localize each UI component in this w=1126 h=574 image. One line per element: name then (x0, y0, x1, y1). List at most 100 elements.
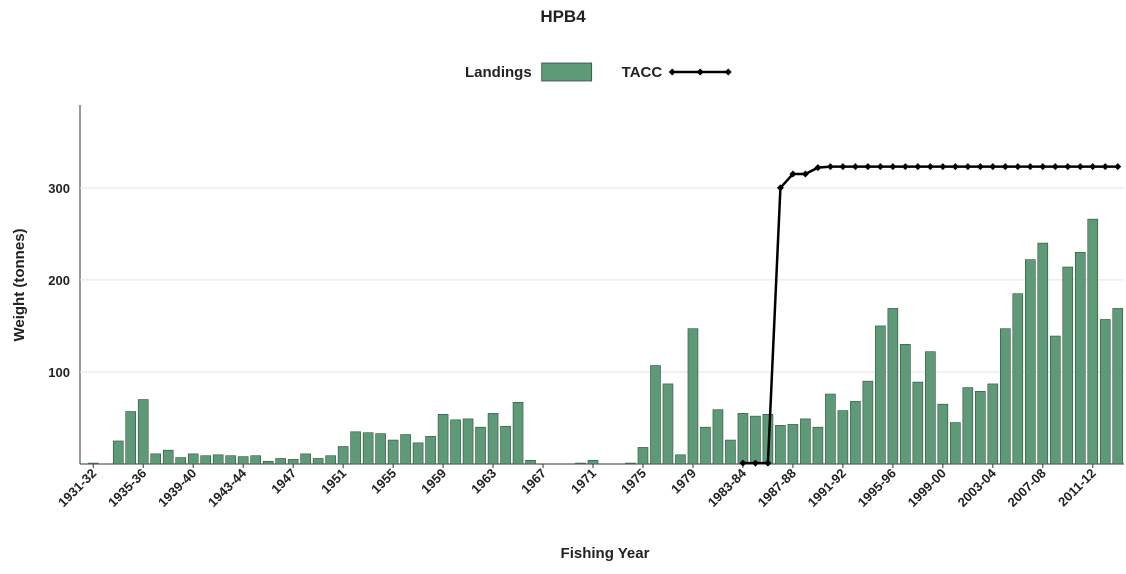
bar (375, 433, 386, 465)
line-marker (1014, 163, 1022, 171)
bar (587, 460, 599, 465)
bar (137, 399, 149, 465)
bar (225, 455, 236, 465)
bar (1037, 242, 1049, 465)
bar (725, 439, 736, 465)
line-marker (1001, 163, 1009, 171)
bar (275, 458, 286, 465)
bar (500, 425, 511, 465)
legend-label: TACC (622, 64, 663, 81)
bar (237, 456, 249, 465)
x-tick-label: 2011-12 (1055, 466, 1099, 510)
bar (737, 413, 749, 465)
bar (312, 458, 324, 465)
legend-marker (724, 68, 732, 76)
bar (625, 462, 636, 465)
bar (812, 426, 824, 465)
line-marker (939, 163, 947, 171)
x-tick-label: 1971 (568, 466, 599, 497)
bar (800, 418, 811, 465)
bar (1012, 293, 1024, 465)
bar (150, 453, 162, 465)
bar (437, 413, 449, 465)
line-marker (1101, 163, 1109, 171)
line-marker (764, 459, 772, 467)
bar (262, 460, 274, 465)
x-tick-label: 1931-32 (55, 466, 99, 510)
bar (700, 426, 711, 465)
bar (912, 381, 924, 465)
y-axis-label: Weight (tonnes) (11, 228, 28, 341)
line-marker (989, 163, 997, 171)
x-tick-label: 1967 (518, 466, 549, 497)
line-marker (1039, 163, 1047, 171)
bar (887, 308, 899, 465)
line-marker (976, 163, 984, 171)
x-tick-label: 1987-88 (755, 466, 799, 510)
line-marker (1051, 163, 1059, 171)
line-marker (889, 163, 897, 171)
line-marker (926, 163, 934, 171)
x-tick-label: 1951 (318, 466, 349, 497)
line-marker (851, 163, 859, 171)
x-tick-label: 1979 (668, 466, 699, 497)
line-marker (776, 184, 784, 192)
legend-marker (696, 68, 704, 76)
bar (512, 402, 524, 465)
chart-title: HPB4 (540, 7, 586, 26)
bar (675, 454, 686, 465)
x-tick-label: 1963 (468, 466, 499, 497)
bar (825, 393, 836, 465)
legend-swatch (541, 62, 593, 82)
line-marker (839, 163, 847, 171)
bar (400, 434, 411, 465)
line-marker (864, 163, 872, 171)
bar (1024, 259, 1036, 465)
x-tick-label: 1999-00 (905, 466, 949, 510)
bar (487, 413, 499, 465)
legend-label: Landings (465, 64, 532, 81)
bar (875, 325, 886, 465)
line-marker (1064, 163, 1072, 171)
bar (850, 401, 861, 465)
bar (175, 457, 187, 465)
x-tick-label: 1955 (368, 466, 399, 497)
bar (575, 462, 586, 465)
bar (462, 418, 474, 465)
y-tick-label: 300 (48, 181, 70, 196)
bar (750, 415, 761, 465)
bar (250, 455, 261, 465)
x-tick-label: 2003-04 (955, 465, 1000, 510)
bar (87, 462, 99, 465)
bar (125, 411, 137, 465)
y-tick-label: 200 (48, 273, 70, 288)
bar (425, 436, 436, 465)
line-marker (814, 164, 822, 172)
bar (162, 449, 174, 465)
bar (975, 390, 986, 465)
line-marker (739, 459, 747, 467)
line-marker (1076, 163, 1084, 171)
bar (637, 447, 649, 465)
line-marker (801, 170, 809, 178)
x-tick-label: 1939-40 (155, 466, 199, 510)
bar (112, 440, 124, 465)
line-marker (751, 459, 759, 467)
bar (187, 453, 199, 465)
bar (1000, 328, 1011, 465)
x-tick-label: 1983-84 (705, 465, 750, 510)
bar (925, 351, 936, 465)
bar (687, 328, 699, 465)
line-marker (1026, 163, 1034, 171)
bar (1062, 266, 1074, 465)
bar (475, 426, 486, 465)
bar (412, 442, 424, 465)
bar (325, 455, 336, 465)
bar (1049, 335, 1061, 465)
x-tick-label: 2007-08 (1005, 466, 1049, 510)
bar (712, 409, 724, 465)
bar (1099, 319, 1111, 465)
line-marker (789, 170, 797, 178)
bar (937, 403, 949, 465)
